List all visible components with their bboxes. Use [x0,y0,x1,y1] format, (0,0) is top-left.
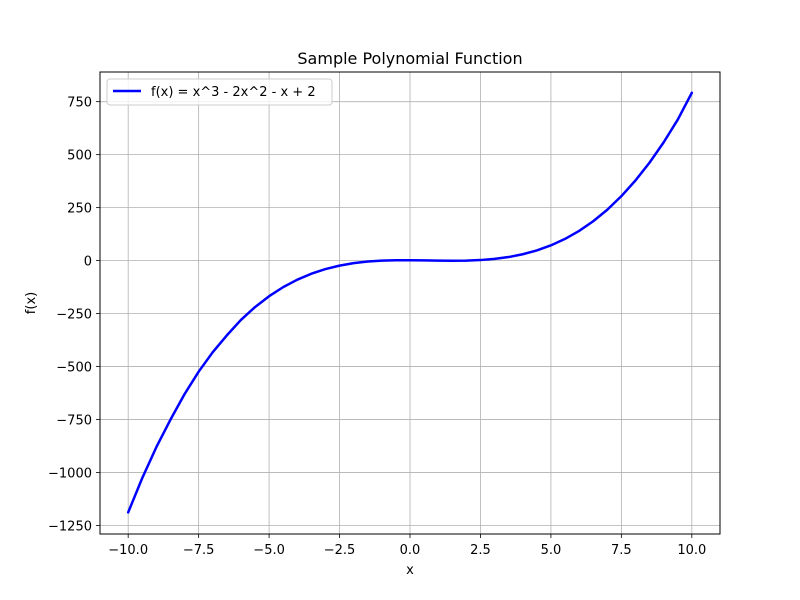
y-tick-label: 0 [84,255,92,270]
x-tick-label: 5.0 [541,543,562,558]
legend-box [106,78,333,106]
y-tick-label: −500 [56,361,92,376]
x-tick-label: −5.0 [253,543,285,558]
y-tick-label: −250 [56,308,92,323]
legend-label: f(x) = x^3 - 2x^2 - x + 2 [151,85,316,100]
series-line [126,91,694,514]
x-tick-label: 10.0 [677,543,706,558]
data-layer [126,91,694,514]
x-tick-label: −7.5 [183,543,215,558]
y-tick-label: 250 [67,202,92,217]
y-tick-label: −1000 [48,467,92,482]
y-tick-label: 750 [67,96,92,111]
chart-title: Sample Polynomial Function [297,49,522,68]
y-tick-label: −1250 [48,520,92,535]
y-tick-label: −750 [56,414,92,429]
y-axis-label: f(x) [24,292,39,314]
y-tick-label: 500 [67,149,92,164]
x-tick-label: 7.5 [611,543,632,558]
x-axis-ticks: −10.0 −7.5 −5.0 −2.5 0.0 2.5 5.0 7.5 10.0 [108,534,706,558]
y-axis-ticks: −1250 −1000 −750 −500 −250 0 250 500 750 [48,96,100,535]
x-axis-label: x [406,563,414,578]
x-tick-label: −2.5 [324,543,356,558]
legend: f(x) = x^3 - 2x^2 - x + 2 [106,78,333,106]
x-tick-label: 2.5 [470,543,491,558]
x-tick-label: −10.0 [108,543,148,558]
x-tick-label: 0.0 [400,543,421,558]
